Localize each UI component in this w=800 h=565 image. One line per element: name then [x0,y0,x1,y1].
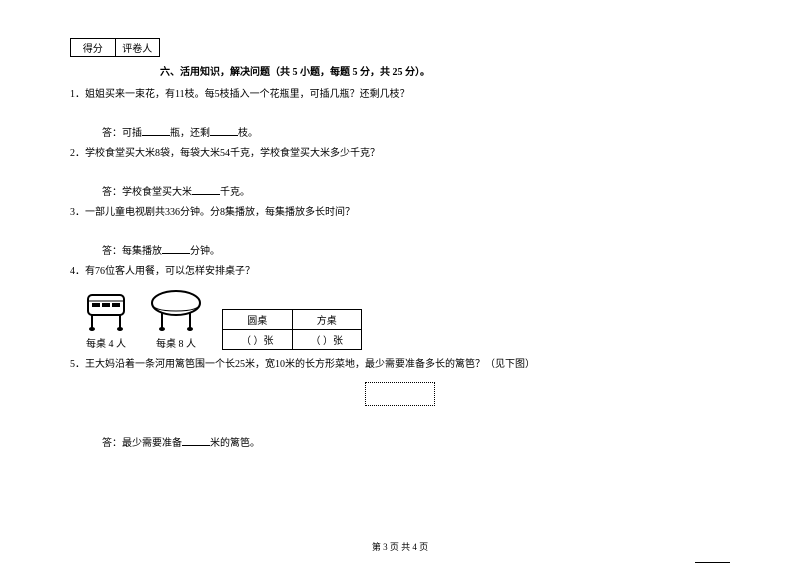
answer-1: 答：可插 瓶，还剩 枝。 [102,124,730,139]
blank [142,124,170,136]
question-3: 3．一部儿童电视剧共336分钟。分8集播放，每集播放多长时间？ [70,204,730,222]
blank [182,434,210,446]
blank [162,242,190,254]
page-footer: 第 3 页 共 4 页 [0,540,800,553]
square-desk-item: 每桌 8 人 [146,289,206,350]
desk-table: 圆桌 方桌 （ ）张 （ ）张 [222,309,362,350]
footer-underline [695,562,730,563]
desks-row: 每桌 4 人 每桌 8 人 圆桌 方桌 （ ）张 （ ）张 [78,289,730,350]
round-desk-item: 每桌 4 人 [78,289,134,350]
table-header-2: 方桌 [292,310,362,330]
q2-ans-prefix: 答：学校食堂买大米 [102,187,192,198]
q3-ans-suffix: 分钟。 [190,246,220,257]
answer-5: 答：最少需要准备 米的篱笆。 [102,434,730,449]
q1-ans-prefix: 答：可插 [102,128,142,139]
reviewer-label: 评卷人 [116,39,160,56]
answer-3: 答：每集播放 分钟。 [102,242,730,257]
desk2-label: 每桌 8 人 [146,335,206,350]
q1-ans-mid2: 枝。 [238,128,258,139]
question-2: 2．学校食堂买大米8袋，每袋大米54千克，学校食堂买大米多少千克？ [70,145,730,163]
score-label: 得分 [71,39,116,56]
blank [192,183,220,195]
round-desk-icon [146,289,206,333]
table-cell-2: （ ）张 [292,330,362,350]
question-5: 5．王大妈沿着一条河用篱笆围一个长25米，宽10米的长方形菜地，最少需要准备多长… [70,356,730,374]
square-desk-icon [78,289,134,333]
q2-ans-suffix: 千克。 [220,187,250,198]
table-header-1: 圆桌 [223,310,293,330]
blank [210,124,238,136]
question-4: 4．有76位客人用餐，可以怎样安排桌子？ [70,263,730,281]
answer-2: 答：学校食堂买大米 千克。 [102,183,730,198]
q3-ans-prefix: 答：每集播放 [102,246,162,257]
q5-ans-suffix: 米的篱笆。 [210,438,260,449]
desk1-label: 每桌 4 人 [78,335,134,350]
table-cell-1: （ ）张 [223,330,293,350]
score-reviewer-box: 得分 评卷人 [70,38,160,57]
q5-ans-prefix: 答：最少需要准备 [102,438,182,449]
dotted-rectangle-figure [365,382,435,406]
section-title: 六、活用知识，解决问题（共 5 小题，每题 5 分，共 25 分）。 [160,63,730,78]
question-1: 1．姐姐买来一束花，有11枝。每5枝插入一个花瓶里，可插几瓶？还剩几枝？ [70,86,730,104]
q1-ans-mid1: 瓶，还剩 [170,128,210,139]
